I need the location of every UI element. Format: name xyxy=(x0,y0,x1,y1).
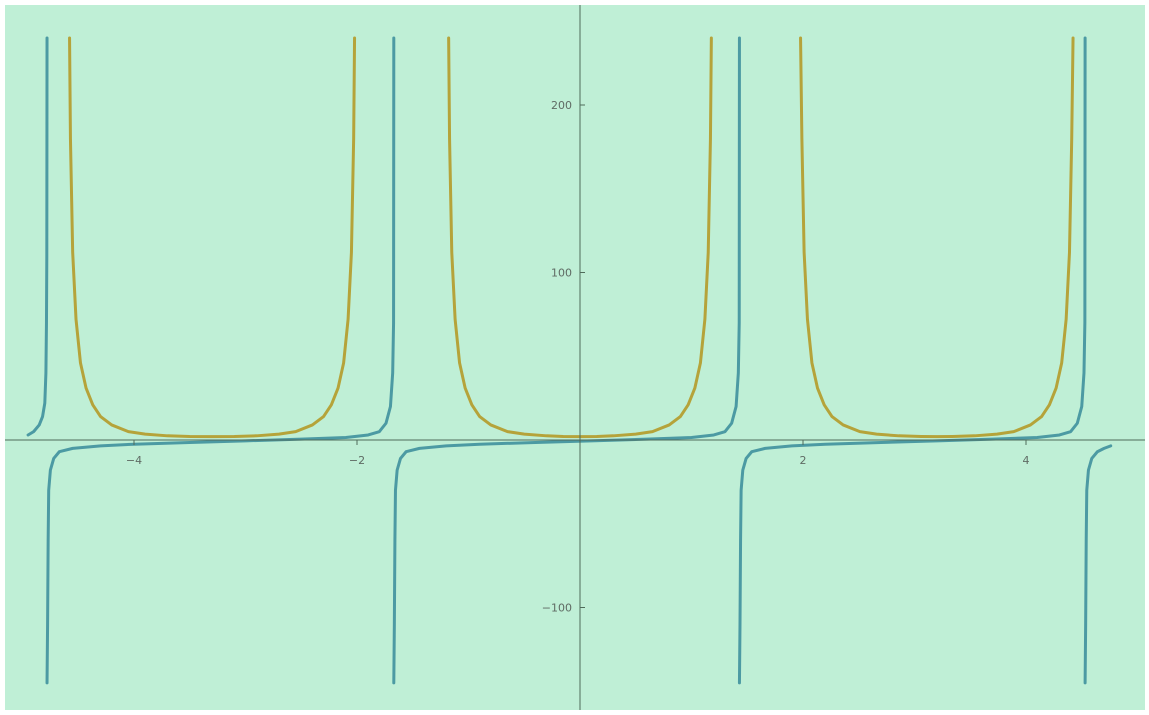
series-line-6 xyxy=(737,36,1087,685)
y-tick-label: 100 xyxy=(551,267,572,280)
x-tick-label: −4 xyxy=(126,454,142,467)
series-line-7 xyxy=(1083,444,1113,685)
tick-group: −4 −2 2 4 −100 100 200 xyxy=(126,99,1030,615)
series-line-5 xyxy=(392,36,741,685)
x-tick-label: 4 xyxy=(1023,454,1030,467)
series-line-4 xyxy=(45,36,396,685)
x-tick-label: −2 xyxy=(349,454,365,467)
series-line-0 xyxy=(68,36,357,439)
x-tick-label: 2 xyxy=(800,454,807,467)
series-line-3 xyxy=(26,36,49,437)
y-tick-label: 200 xyxy=(551,99,572,112)
series-line-2 xyxy=(799,36,1075,439)
series-group xyxy=(26,36,1113,685)
y-tick-label: −100 xyxy=(542,602,572,615)
plot-background xyxy=(5,5,1145,710)
